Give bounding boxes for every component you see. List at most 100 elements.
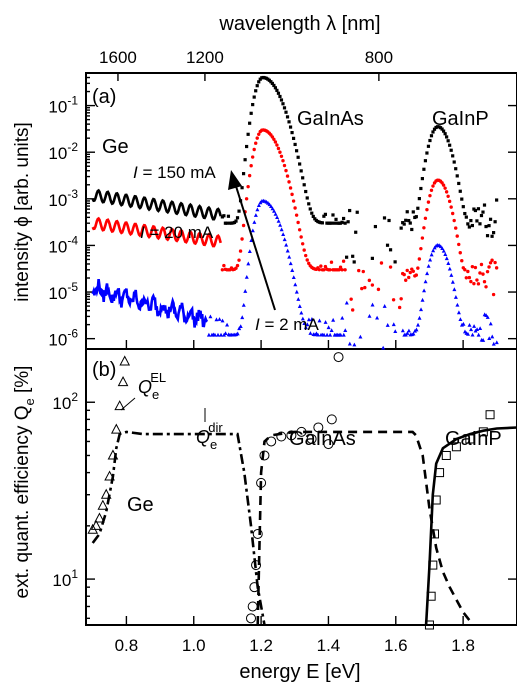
data-point — [276, 91, 281, 95]
data-point — [447, 266, 452, 271]
data-point — [402, 222, 406, 226]
data-point — [360, 286, 364, 291]
data-point — [463, 211, 467, 216]
data-point — [387, 218, 391, 223]
data-point — [490, 234, 494, 238]
y-tick-label: 10-3 — [48, 187, 78, 210]
qel-galnas-point — [313, 422, 324, 433]
data-point — [428, 257, 433, 262]
data-point — [322, 332, 327, 337]
data-point — [461, 321, 466, 326]
data-point — [241, 302, 246, 307]
data-point — [288, 125, 293, 129]
y-tick-label: 10-1 — [48, 94, 78, 117]
data-point — [476, 207, 481, 211]
data-point — [240, 315, 245, 320]
data-point — [296, 220, 300, 225]
data-point — [273, 140, 278, 144]
qel-galnas-point — [245, 613, 256, 624]
data-point — [293, 282, 298, 287]
data-point — [248, 121, 252, 125]
data-point — [410, 227, 414, 232]
data-point — [463, 268, 467, 272]
data-point — [420, 236, 425, 240]
data-point — [329, 221, 334, 225]
data-point — [295, 149, 299, 153]
data-point — [304, 253, 308, 258]
data-point — [476, 332, 481, 337]
data-point — [385, 243, 390, 247]
data-point — [322, 214, 326, 218]
qel-galnas-point — [323, 439, 334, 450]
data-point — [275, 215, 280, 220]
data-point — [482, 280, 487, 284]
data-point — [329, 260, 334, 264]
data-point — [281, 159, 285, 163]
data-point — [338, 332, 343, 337]
data-point — [406, 328, 411, 333]
data-point — [313, 217, 317, 221]
data-point — [284, 110, 288, 114]
qel-galnp-point — [478, 427, 488, 437]
data-point — [294, 289, 299, 294]
qel-galnas-point — [252, 528, 263, 539]
data-point — [455, 174, 459, 178]
data-point — [341, 259, 346, 263]
data-point — [254, 89, 258, 93]
data-point — [469, 327, 474, 332]
qel-galnp-point — [465, 434, 475, 444]
data-point — [351, 254, 355, 258]
data-point — [302, 248, 306, 252]
x-axis-title: energy E [eV] — [239, 661, 360, 683]
data-point — [235, 263, 240, 268]
data-point — [446, 261, 451, 265]
data-point — [220, 318, 225, 323]
data-point — [469, 279, 473, 284]
data-point — [425, 271, 430, 276]
data-point — [320, 221, 324, 225]
data-point — [206, 332, 211, 337]
y-tick-label: 10-6 — [48, 327, 78, 350]
data-point — [458, 317, 463, 322]
data-point — [276, 146, 281, 151]
data-point — [337, 268, 341, 272]
data-point — [244, 197, 249, 201]
data-point — [308, 207, 312, 211]
top-tick-labels: 1600 1200 800 — [99, 48, 393, 81]
data-point — [334, 217, 338, 221]
data-point — [423, 159, 428, 163]
data-point — [490, 258, 494, 262]
data-point — [423, 216, 428, 220]
data-point — [426, 144, 431, 148]
qel-galnp-point — [485, 410, 495, 420]
data-point — [294, 213, 299, 217]
qel-galnas-point — [251, 560, 262, 571]
data-point — [457, 242, 461, 247]
data-point — [481, 210, 485, 214]
panel-a-y-title: intensity ϕ [arb. units] — [12, 122, 33, 302]
data-point — [269, 80, 273, 84]
data-point — [325, 332, 330, 337]
data-point — [296, 155, 300, 159]
data-point — [249, 164, 253, 168]
data-point — [282, 106, 287, 110]
panel-b-efficiency — [87, 352, 517, 630]
series-ge-line — [91, 188, 222, 221]
data-point — [212, 332, 217, 337]
data-point — [278, 94, 282, 99]
qel-galnas-point — [256, 477, 267, 488]
data-point — [257, 80, 261, 84]
data-point — [347, 341, 352, 346]
data-point — [470, 332, 475, 337]
data-point — [278, 222, 283, 227]
x-tick-label: 1.2 — [249, 636, 273, 655]
qel-ge-point — [117, 376, 129, 387]
data-point — [431, 130, 435, 134]
data-point — [411, 269, 415, 273]
y-tick-label: 10-5 — [48, 280, 78, 303]
data-point — [447, 199, 452, 204]
data-point — [495, 198, 499, 202]
data-point — [331, 213, 335, 217]
data-point — [281, 232, 286, 236]
data-point — [446, 194, 450, 198]
